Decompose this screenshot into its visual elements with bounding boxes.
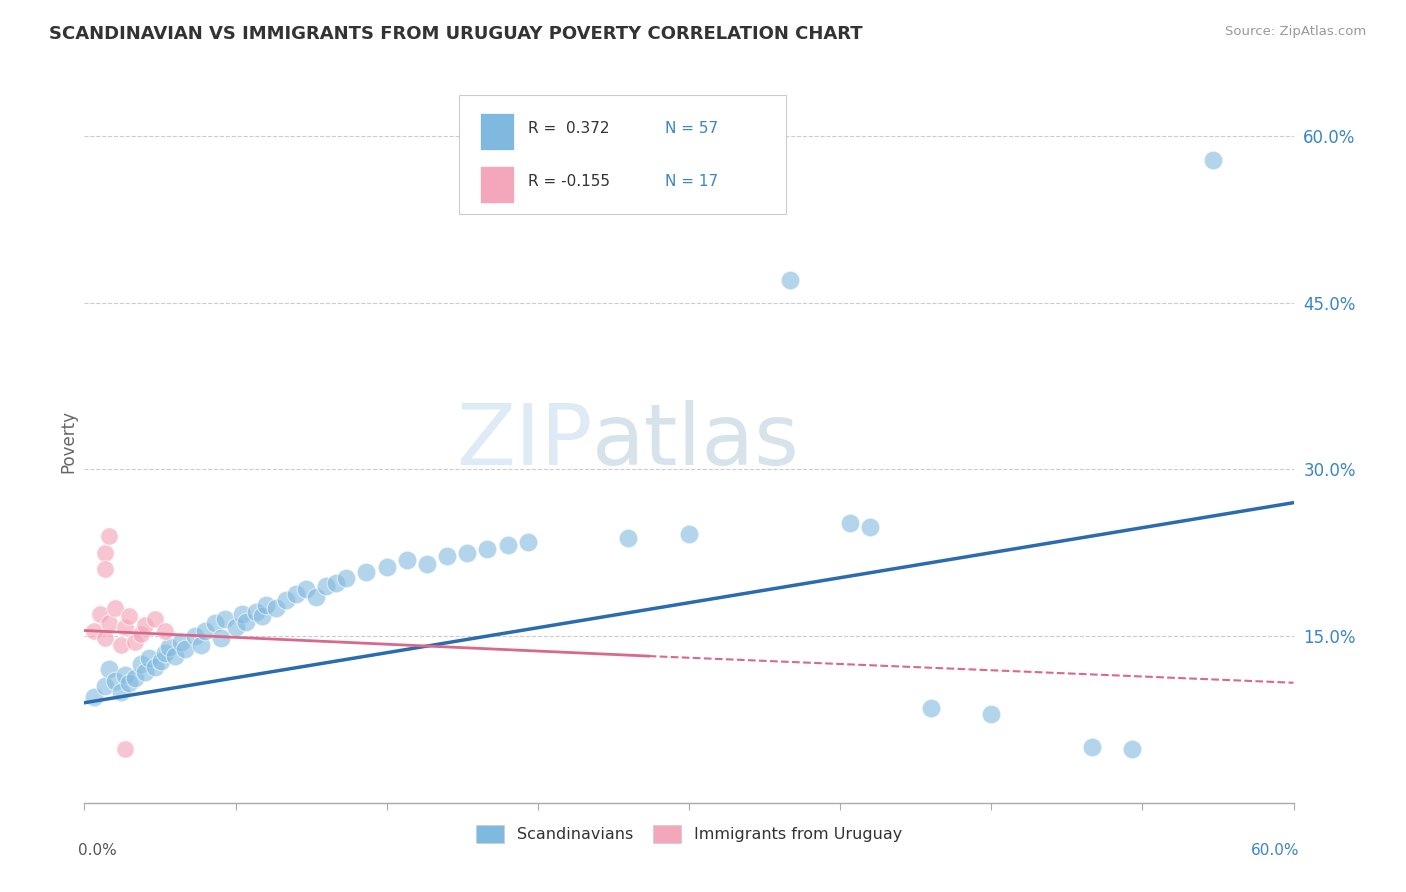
Text: N = 57: N = 57 — [665, 121, 718, 136]
Point — [149, 653, 172, 667]
Point — [194, 624, 217, 638]
Point — [190, 638, 212, 652]
Text: 0.0%: 0.0% — [79, 843, 117, 857]
Text: atlas: atlas — [592, 400, 800, 483]
Point — [274, 593, 297, 607]
Bar — [479, 112, 513, 151]
Point — [184, 629, 207, 643]
Point — [89, 607, 111, 621]
Point — [477, 542, 499, 557]
Y-axis label: Poverty: Poverty — [59, 410, 77, 473]
Point — [315, 579, 337, 593]
Point — [617, 531, 640, 545]
Point — [436, 549, 458, 563]
Point — [97, 615, 120, 630]
Point — [83, 690, 105, 705]
Point — [839, 516, 862, 530]
Point — [157, 640, 180, 655]
Point — [165, 649, 187, 664]
Point — [114, 668, 136, 682]
Point — [516, 534, 538, 549]
Point — [143, 612, 166, 626]
Point — [980, 706, 1002, 721]
Point — [1202, 153, 1225, 168]
Point — [138, 651, 160, 665]
Point — [143, 660, 166, 674]
Point — [496, 538, 519, 552]
Point — [859, 520, 882, 534]
Text: SCANDINAVIAN VS IMMIGRANTS FROM URUGUAY POVERTY CORRELATION CHART: SCANDINAVIAN VS IMMIGRANTS FROM URUGUAY … — [49, 25, 863, 43]
Point — [83, 624, 105, 638]
Text: Source: ZipAtlas.com: Source: ZipAtlas.com — [1226, 25, 1367, 38]
Point — [97, 662, 120, 676]
Point — [93, 632, 115, 646]
Text: N = 17: N = 17 — [665, 174, 718, 189]
Point — [124, 634, 146, 648]
Point — [153, 646, 176, 660]
Point — [104, 673, 127, 688]
Point — [118, 609, 141, 624]
Point — [225, 620, 247, 634]
Point — [93, 679, 115, 693]
Point — [231, 607, 253, 621]
Point — [129, 657, 152, 671]
Point — [104, 601, 127, 615]
Point — [93, 546, 115, 560]
Point — [264, 601, 287, 615]
Text: 60.0%: 60.0% — [1251, 843, 1299, 857]
Point — [295, 582, 318, 597]
Point — [170, 634, 193, 648]
Point — [325, 575, 347, 590]
Point — [678, 526, 700, 541]
Point — [779, 273, 801, 287]
Point — [235, 615, 257, 629]
Legend: Scandinavians, Immigrants from Uruguay: Scandinavians, Immigrants from Uruguay — [470, 819, 908, 849]
Point — [245, 605, 267, 619]
Point — [356, 565, 378, 579]
Point — [395, 553, 418, 567]
Point — [204, 615, 226, 630]
Text: R =  0.372: R = 0.372 — [529, 121, 610, 136]
Point — [134, 665, 156, 679]
Point — [254, 598, 277, 612]
Point — [375, 560, 398, 574]
FancyBboxPatch shape — [460, 95, 786, 214]
Point — [114, 742, 136, 756]
Point — [124, 671, 146, 685]
Point — [456, 546, 478, 560]
Text: ZIP: ZIP — [456, 400, 592, 483]
Point — [416, 557, 439, 571]
Point — [305, 590, 328, 604]
Point — [285, 587, 308, 601]
Point — [129, 627, 152, 641]
Point — [118, 675, 141, 690]
Point — [1081, 740, 1104, 755]
Point — [114, 620, 136, 634]
Point — [153, 624, 176, 638]
Bar — [479, 166, 513, 203]
Text: R = -0.155: R = -0.155 — [529, 174, 610, 189]
Point — [335, 571, 357, 585]
Point — [920, 701, 942, 715]
Point — [250, 609, 273, 624]
Point — [110, 638, 132, 652]
Point — [174, 642, 197, 657]
Point — [1121, 742, 1143, 756]
Point — [209, 632, 232, 646]
Point — [110, 684, 132, 698]
Point — [214, 612, 236, 626]
Point — [134, 618, 156, 632]
Point — [93, 562, 115, 576]
Point — [97, 529, 120, 543]
